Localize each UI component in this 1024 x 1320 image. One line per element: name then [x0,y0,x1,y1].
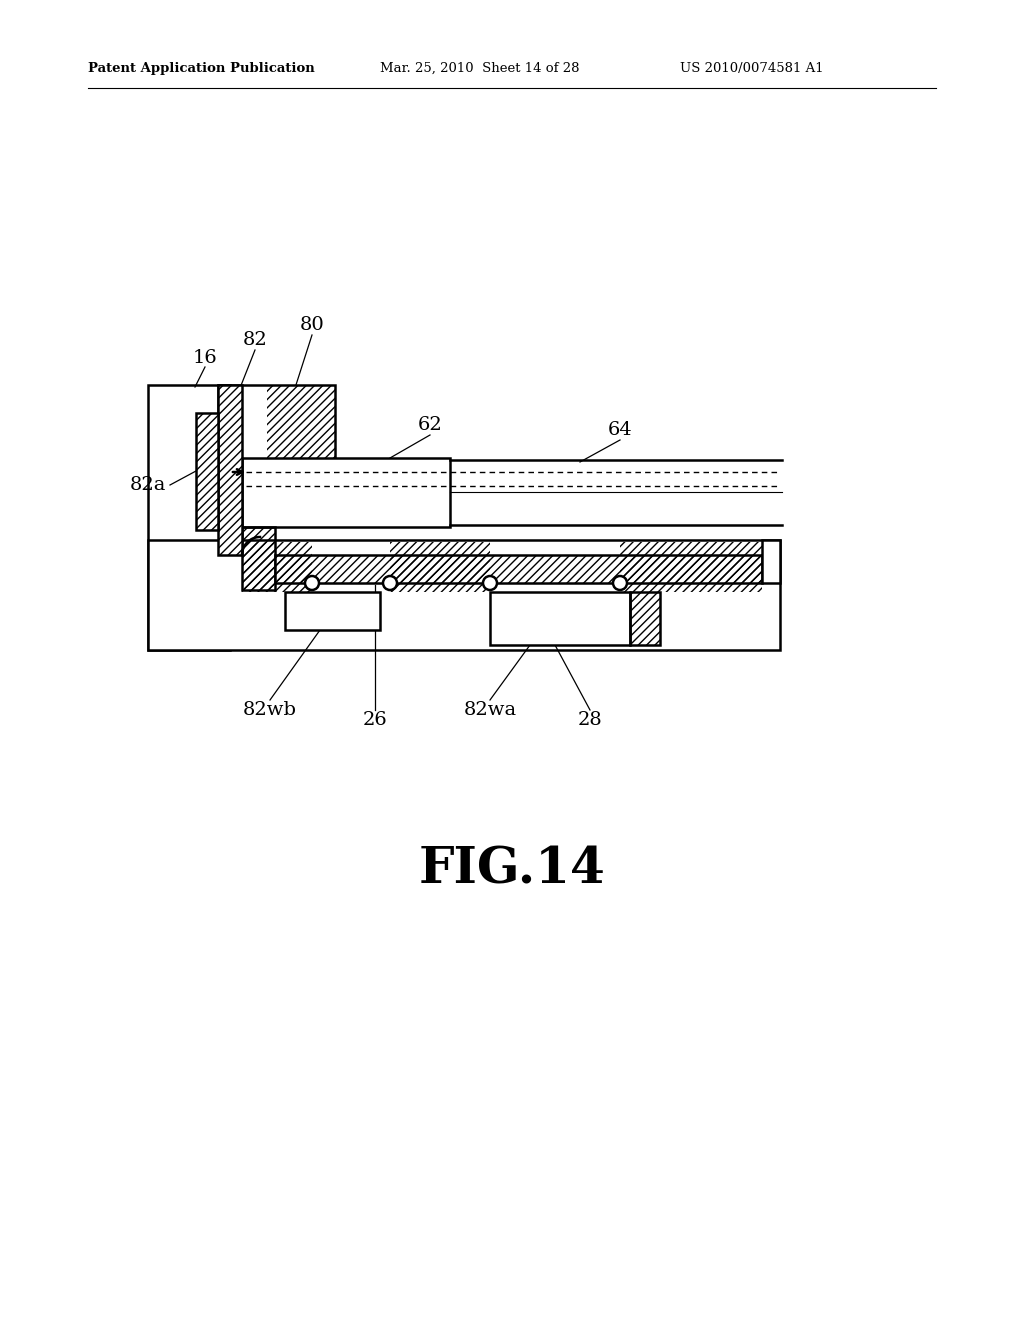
Text: 82wb: 82wb [243,701,297,719]
Text: 62: 62 [418,416,442,434]
Circle shape [305,576,319,590]
Text: Mar. 25, 2010  Sheet 14 of 28: Mar. 25, 2010 Sheet 14 of 28 [380,62,580,75]
Text: 82wa: 82wa [464,701,516,719]
Bar [390,543,490,591]
Bar [218,385,242,554]
Bar [218,385,335,459]
Bar [196,413,218,531]
Bar [267,385,335,459]
Bar [275,554,762,583]
Text: US 2010/0074581 A1: US 2010/0074581 A1 [680,62,823,75]
Bar [242,527,275,590]
Bar [620,543,762,591]
Bar [762,540,780,583]
Bar [242,458,450,527]
Text: 28: 28 [578,711,602,729]
Text: 82: 82 [243,331,267,348]
Text: FIG.14: FIG.14 [419,846,605,895]
Text: Patent Application Publication: Patent Application Publication [88,62,314,75]
Bar [242,527,275,590]
Text: 26: 26 [362,711,387,729]
Text: 16: 16 [193,348,217,367]
Bar [630,591,660,645]
Bar [148,385,230,649]
Text: 80: 80 [300,315,325,334]
Text: 82a: 82a [130,477,166,494]
Bar [148,540,780,649]
Bar [242,543,312,591]
Circle shape [383,576,397,590]
Text: 64: 64 [607,421,633,440]
Circle shape [613,576,627,590]
Circle shape [483,576,497,590]
Bar [285,591,380,630]
Bar [490,591,630,645]
